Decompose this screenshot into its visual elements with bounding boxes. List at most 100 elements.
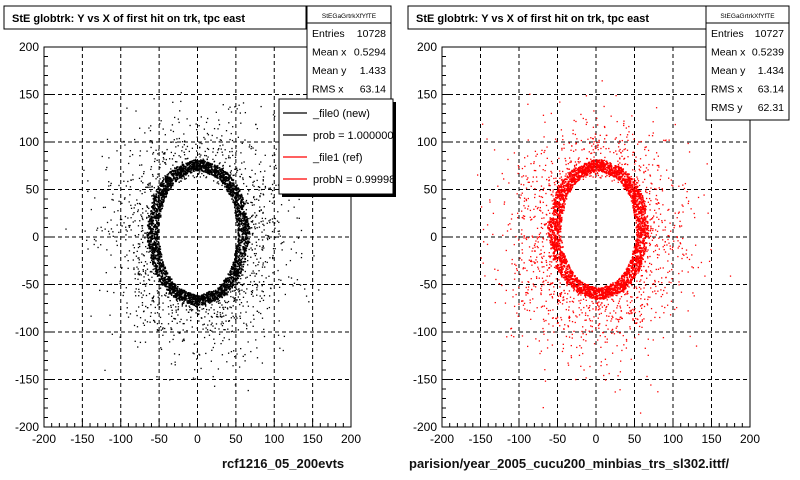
scatter-point bbox=[197, 300, 200, 303]
scatter-point bbox=[158, 138, 160, 140]
scatter-point bbox=[171, 281, 173, 283]
scatter-point bbox=[242, 248, 245, 251]
scatter-point bbox=[186, 158, 188, 160]
scatter-point bbox=[237, 256, 240, 259]
scatter-point bbox=[178, 137, 181, 140]
scatter-point bbox=[208, 290, 211, 293]
scatter-point bbox=[186, 329, 188, 332]
scatter-point bbox=[160, 190, 163, 193]
scatter-point bbox=[156, 265, 158, 267]
scatter-point bbox=[262, 212, 264, 214]
scatter-point bbox=[156, 275, 159, 277]
scatter-point bbox=[174, 161, 177, 163]
scatter-point bbox=[134, 204, 136, 206]
scatter-point bbox=[170, 293, 172, 295]
scatter-point bbox=[231, 150, 233, 153]
scatter-point bbox=[213, 312, 216, 315]
stats-value: 10728 bbox=[357, 28, 386, 40]
scatter-point bbox=[220, 148, 222, 150]
scatter-point bbox=[249, 241, 251, 244]
scatter-point bbox=[242, 213, 245, 216]
scatter-point bbox=[182, 174, 184, 177]
scatter-point bbox=[169, 171, 172, 173]
scatter-point bbox=[241, 217, 243, 219]
scatter-point bbox=[171, 184, 174, 187]
scatter-point bbox=[154, 321, 156, 323]
scatter-point bbox=[156, 265, 158, 268]
scatter-point bbox=[620, 169, 623, 171]
scatter-point bbox=[189, 170, 192, 173]
scatter-point bbox=[162, 261, 164, 263]
scatter-point bbox=[290, 277, 293, 279]
scatter-point bbox=[246, 245, 249, 247]
scatter-point bbox=[281, 249, 283, 251]
scatter-point bbox=[235, 196, 238, 199]
scatter-point bbox=[130, 217, 132, 219]
scatter-point bbox=[155, 238, 157, 241]
scatter-point bbox=[242, 178, 244, 181]
scatter-point bbox=[219, 302, 221, 304]
scatter-point bbox=[151, 227, 153, 230]
scatter-point bbox=[232, 365, 234, 367]
scatter-point bbox=[560, 267, 563, 270]
scatter-point bbox=[189, 297, 191, 299]
y-tick-label: 50 bbox=[424, 183, 438, 197]
scatter-point bbox=[224, 300, 226, 302]
scatter-point bbox=[184, 178, 186, 180]
scatter-point bbox=[234, 255, 237, 258]
scatter-point bbox=[156, 312, 159, 314]
scatter-point bbox=[198, 295, 201, 298]
scatter-point bbox=[605, 291, 607, 293]
scatter-point bbox=[158, 263, 161, 266]
scatter-point bbox=[610, 287, 613, 290]
scatter-point bbox=[227, 300, 230, 303]
scatter-point bbox=[230, 132, 232, 135]
scatter-point bbox=[186, 294, 189, 297]
scatter-point bbox=[243, 220, 245, 222]
scatter-point bbox=[158, 192, 161, 195]
scatter-point bbox=[227, 352, 230, 354]
scatter-point bbox=[184, 295, 186, 298]
scatter-point bbox=[199, 166, 201, 168]
scatter-point bbox=[156, 203, 159, 206]
scatter-point bbox=[267, 235, 269, 237]
scatter-point bbox=[571, 282, 574, 284]
scatter-point bbox=[105, 272, 107, 274]
scatter-point bbox=[152, 248, 155, 250]
scatter-point bbox=[211, 294, 213, 296]
scatter-point bbox=[164, 327, 166, 330]
scatter-point bbox=[236, 108, 238, 110]
scatter-point bbox=[143, 264, 146, 267]
scatter-point bbox=[154, 210, 157, 212]
scatter-point bbox=[238, 195, 241, 197]
scatter-point bbox=[238, 209, 241, 212]
scatter-point bbox=[586, 167, 589, 170]
scatter-point bbox=[194, 159, 197, 162]
scatter-point bbox=[208, 173, 211, 176]
scatter-point bbox=[119, 308, 122, 311]
scatter-point bbox=[244, 249, 247, 252]
scatter-point bbox=[222, 167, 224, 169]
scatter-point bbox=[210, 139, 212, 141]
scatter-point bbox=[242, 261, 245, 263]
scatter-point bbox=[183, 164, 185, 166]
scatter-point bbox=[229, 182, 232, 184]
scatter-point bbox=[639, 241, 642, 244]
scatter-point bbox=[262, 245, 264, 247]
scatter-point bbox=[129, 224, 131, 227]
scatter-point bbox=[224, 306, 226, 309]
scatter-point bbox=[155, 245, 157, 248]
scatter-point bbox=[183, 173, 185, 175]
scatter-point bbox=[233, 183, 235, 185]
scatter-point bbox=[181, 175, 183, 178]
scatter-point bbox=[236, 283, 238, 285]
scatter-point bbox=[239, 215, 242, 217]
scatter-point bbox=[268, 220, 270, 222]
scatter-point bbox=[244, 228, 246, 230]
scatter-point bbox=[160, 263, 163, 266]
scatter-point bbox=[228, 174, 231, 177]
scatter-point bbox=[126, 312, 128, 314]
scatter-point bbox=[207, 156, 209, 158]
scatter-point bbox=[164, 195, 166, 198]
scatter-point bbox=[596, 167, 598, 169]
